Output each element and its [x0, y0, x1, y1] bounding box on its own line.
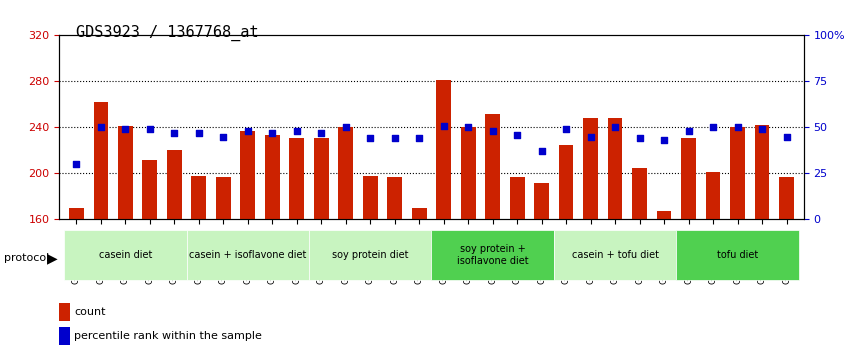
Point [266, 130, 279, 136]
Point [559, 126, 573, 132]
Point [437, 123, 450, 129]
Bar [437, 80, 451, 219]
Text: casein + tofu diet: casein + tofu diet [572, 250, 659, 260]
Bar [216, 177, 231, 219]
Bar [607, 118, 623, 219]
Point [780, 134, 794, 139]
Bar [486, 114, 500, 219]
Text: GDS3923 / 1367768_at: GDS3923 / 1367768_at [76, 25, 259, 41]
FancyBboxPatch shape [187, 230, 309, 280]
Point [364, 136, 377, 141]
Bar [412, 208, 426, 219]
Text: percentile rank within the sample: percentile rank within the sample [74, 331, 262, 341]
Point [118, 126, 132, 132]
Bar [461, 127, 475, 219]
Bar [167, 150, 182, 219]
Point [731, 125, 744, 130]
FancyBboxPatch shape [676, 230, 799, 280]
Bar [706, 172, 721, 219]
Bar [559, 145, 574, 219]
Bar [142, 160, 157, 219]
Text: soy protein diet: soy protein diet [332, 250, 409, 260]
Point [510, 132, 524, 138]
Bar [510, 177, 525, 219]
Point [608, 125, 622, 130]
Bar [289, 138, 304, 219]
Bar [59, 327, 69, 345]
Text: casein + isoflavone diet: casein + isoflavone diet [190, 250, 306, 260]
Point [143, 126, 157, 132]
Point [755, 126, 769, 132]
Bar [338, 127, 353, 219]
Bar [656, 211, 672, 219]
Point [290, 128, 304, 134]
Text: tofu diet: tofu diet [717, 250, 758, 260]
Bar [387, 177, 402, 219]
Point [315, 130, 328, 136]
Point [535, 149, 548, 154]
Point [192, 130, 206, 136]
FancyBboxPatch shape [554, 230, 676, 280]
Point [241, 128, 255, 134]
Point [486, 128, 499, 134]
Text: count: count [74, 307, 106, 317]
Bar [265, 136, 280, 219]
Bar [94, 102, 108, 219]
Bar [314, 138, 328, 219]
Text: ▶: ▶ [47, 251, 58, 266]
Bar [779, 177, 794, 219]
Point [69, 161, 83, 167]
Bar [191, 176, 206, 219]
Point [682, 128, 695, 134]
Point [657, 137, 671, 143]
Bar [681, 138, 696, 219]
Point [461, 125, 475, 130]
Point [584, 134, 597, 139]
Bar [59, 303, 69, 321]
Bar [755, 125, 769, 219]
Bar [118, 126, 133, 219]
Point [706, 125, 720, 130]
Text: casein diet: casein diet [99, 250, 152, 260]
FancyBboxPatch shape [431, 230, 554, 280]
FancyBboxPatch shape [309, 230, 431, 280]
Point [633, 136, 646, 141]
Bar [632, 168, 647, 219]
Bar [583, 118, 598, 219]
Point [413, 136, 426, 141]
Point [94, 125, 107, 130]
FancyBboxPatch shape [64, 230, 187, 280]
Point [388, 136, 402, 141]
Point [339, 125, 353, 130]
Point [168, 130, 181, 136]
Point [217, 134, 230, 139]
Bar [69, 208, 84, 219]
Text: protocol: protocol [4, 253, 49, 263]
Bar [730, 127, 745, 219]
Bar [240, 131, 255, 219]
Bar [363, 176, 377, 219]
Bar [535, 183, 549, 219]
Text: soy protein +
isoflavone diet: soy protein + isoflavone diet [457, 244, 529, 266]
